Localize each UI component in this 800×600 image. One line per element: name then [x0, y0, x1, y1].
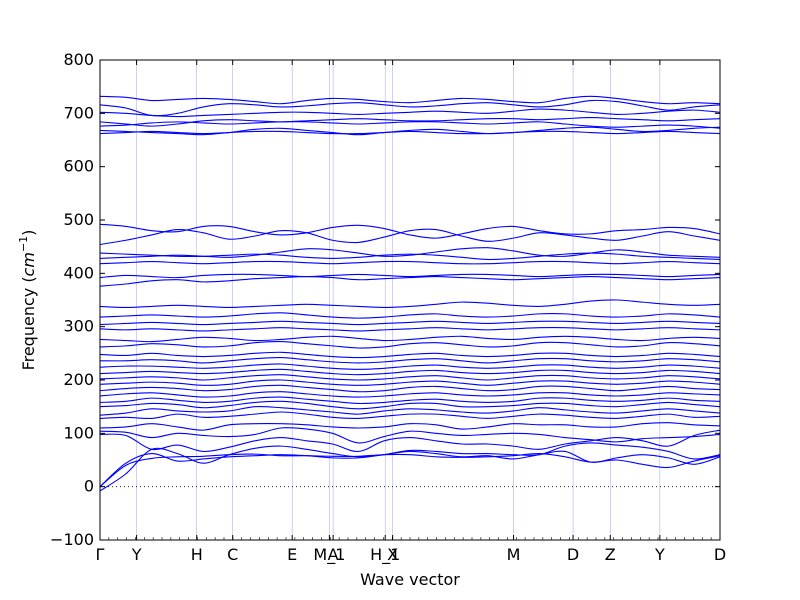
band-16 [100, 363, 720, 370]
band-9 [100, 400, 720, 410]
band-14 [100, 374, 720, 381]
y-tick-label: 500 [63, 210, 94, 229]
band-21 [100, 327, 720, 332]
band-26 [100, 273, 720, 279]
x-tick-label: H_1 [370, 545, 400, 565]
band-35 [100, 117, 720, 127]
x-tick-label: Y [131, 545, 142, 564]
y-axis-title-text: Frequency [19, 288, 38, 371]
x-tick-label: H [191, 545, 203, 564]
band-12 [100, 384, 720, 393]
x-tick-label: C [227, 545, 238, 564]
band-7 [100, 411, 720, 420]
y-tick-label: 700 [63, 103, 94, 122]
y-tick-label: −100 [50, 530, 94, 549]
x-tick-label: E [287, 545, 297, 564]
band-22 [100, 320, 720, 326]
band-29 [100, 252, 720, 261]
y-axis-title: Frequency (cm−1) [17, 230, 38, 371]
band-11 [100, 391, 720, 398]
band-38 [100, 95, 720, 105]
band-18 [100, 351, 720, 359]
band-30 [100, 228, 720, 246]
high-symmetry-lines [136, 60, 661, 540]
x-tick-label: Γ [96, 545, 105, 564]
band-34 [100, 121, 720, 129]
band-2 [100, 450, 720, 488]
band-36 [100, 108, 720, 118]
y-tick-label: 300 [63, 317, 94, 336]
band-4 [100, 429, 720, 453]
x-tick-label: X [387, 545, 398, 564]
band-31 [100, 223, 720, 239]
band-17 [100, 357, 720, 364]
x-tick-label: A [328, 545, 339, 564]
band-20 [100, 335, 720, 343]
y-axis-ticks: −100 0 100 200 300 400 500 600 700 800 [50, 50, 720, 549]
y-tick-label: 200 [63, 370, 94, 389]
x-axis-title: Wave vector [360, 570, 460, 589]
y-tick-label: 100 [63, 423, 94, 442]
band-15 [100, 368, 720, 376]
band-13 [100, 379, 720, 386]
x-tick-label: Z [605, 545, 616, 564]
band-37 [100, 99, 720, 117]
y-tick-label: 600 [63, 157, 94, 176]
y-axis-unit: cm [19, 252, 38, 276]
band-19 [100, 341, 720, 349]
band-8 [100, 405, 720, 416]
phonon-bands [100, 95, 720, 492]
band-27 [100, 260, 720, 265]
band-25 [100, 275, 720, 287]
band-32 [100, 130, 720, 135]
x-tick-label: D [714, 545, 726, 564]
band-10 [100, 396, 720, 405]
y-axis-unit-exponent: −1 [17, 236, 30, 252]
band-33 [100, 126, 720, 136]
y-tick-label: 400 [63, 263, 94, 282]
band-5 [100, 427, 720, 444]
x-axis-ticks: Γ Y H C E M_1A H_1X M D Z Y D [96, 60, 726, 565]
y-tick-label: 800 [63, 50, 94, 69]
x-tick-label: D [567, 545, 579, 564]
band-23 [100, 312, 720, 319]
y-tick-label: 0 [84, 477, 94, 496]
x-tick-label: M [507, 545, 521, 564]
band-6 [100, 422, 720, 431]
band-24 [100, 299, 720, 309]
x-tick-label: Y [654, 545, 665, 564]
band-1 [100, 453, 720, 488]
x-tick-label: M_1 [313, 545, 345, 565]
band-3 [100, 442, 720, 492]
